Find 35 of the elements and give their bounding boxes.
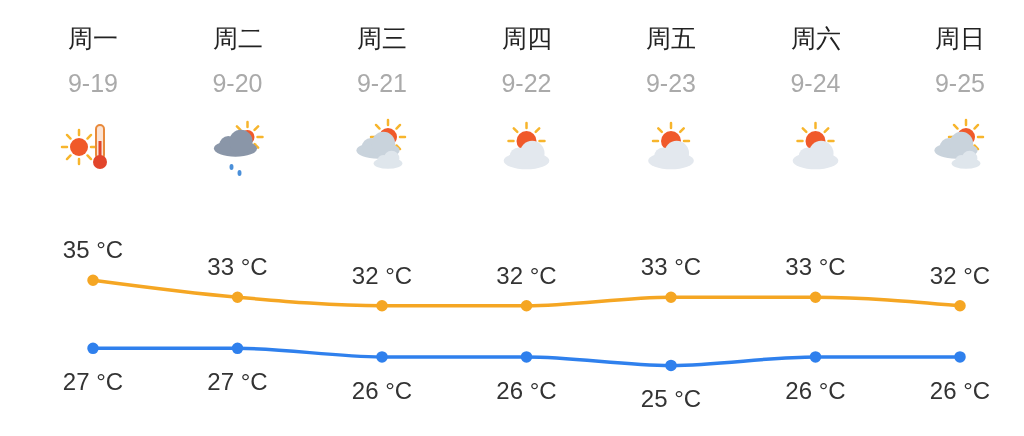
point: [954, 351, 966, 363]
data-label: 32 °C: [351, 261, 413, 289]
x-tick-label: 周六 9-24: [790, 24, 841, 97]
point: [809, 351, 822, 363]
x-tick-label: 周四 9-22: [501, 24, 552, 97]
x-tick-label: 周日 9-25: [934, 24, 986, 97]
x-tick-label: 周二 9-20: [212, 24, 263, 97]
point: [376, 351, 388, 363]
data-label: 27 °C: [62, 368, 124, 396]
point: [231, 342, 244, 355]
x-tick-label: 周一 9-19: [67, 24, 119, 97]
data-label: 26 °C: [785, 376, 846, 404]
point: [87, 274, 99, 286]
data-label: 33 °C: [785, 253, 846, 281]
point: [231, 291, 244, 303]
x-tick-label: 周三 9-21: [356, 24, 408, 97]
data-label: 27 °C: [207, 368, 268, 396]
point: [87, 342, 99, 355]
x-tick-label: 周五 9-23: [645, 24, 697, 97]
data-label: 32 °C: [929, 261, 991, 289]
point: [665, 359, 677, 372]
point: [665, 291, 677, 303]
data-label: 26 °C: [929, 376, 991, 404]
point: [376, 300, 388, 312]
data-label: 35 °C: [62, 236, 124, 264]
point: [520, 300, 533, 312]
data-label: 26 °C: [351, 376, 413, 404]
data-label: 32 °C: [496, 261, 557, 289]
point: [520, 351, 533, 363]
data-label: 26 °C: [496, 376, 557, 404]
point: [809, 291, 822, 303]
data-label: 33 °C: [640, 253, 702, 281]
point: [954, 300, 966, 312]
data-label: 25 °C: [640, 385, 702, 413]
data-label: 33 °C: [207, 253, 268, 281]
